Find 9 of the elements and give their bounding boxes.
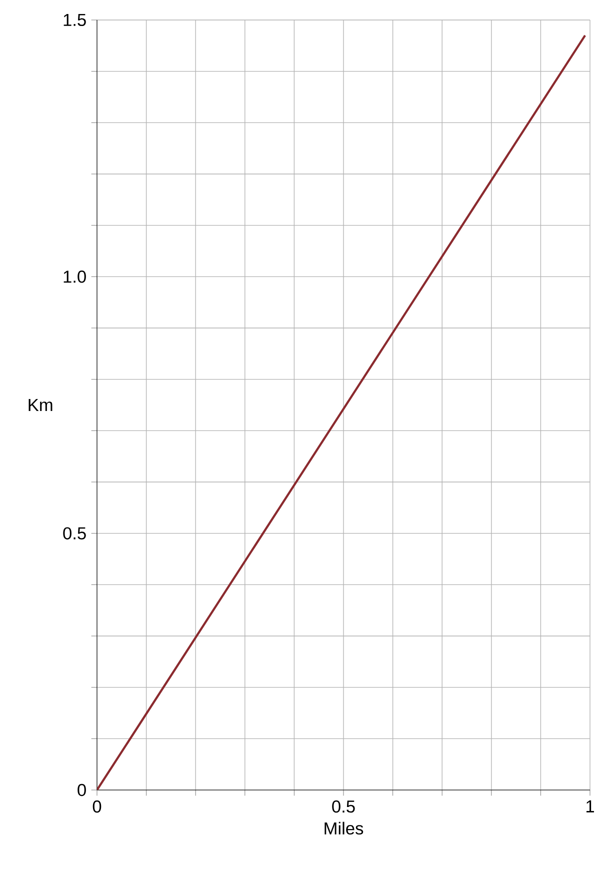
y-tick-label: 1.5 [64,14,86,26]
x-tick-label: 0 [92,800,102,813]
x-axis-title: Miles [324,822,364,835]
y-tick-label: 1.0 [64,270,86,283]
x-tick-label: 1 [586,800,594,812]
x-tick-label: 0.5 [332,800,355,813]
y-tick-label: 0.5 [63,527,86,540]
y-axis-title: Km [28,399,52,411]
y-tick-label: 0 [78,784,86,796]
